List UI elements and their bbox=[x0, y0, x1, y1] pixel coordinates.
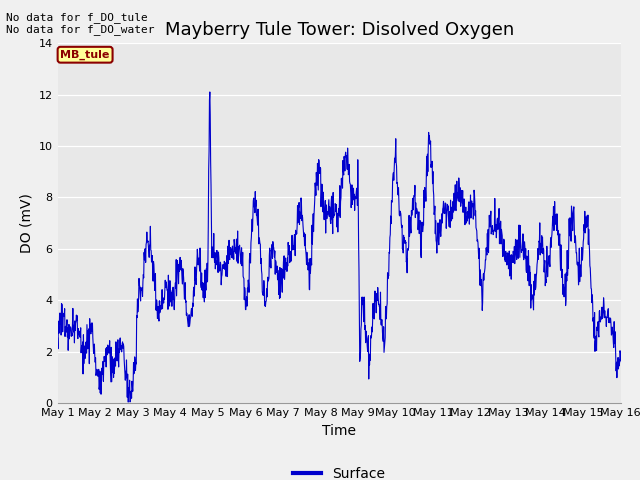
Y-axis label: DO (mV): DO (mV) bbox=[19, 193, 33, 253]
Title: Mayberry Tule Tower: Disolved Oxygen: Mayberry Tule Tower: Disolved Oxygen bbox=[164, 21, 514, 39]
Text: No data for f_DO_tule
No data for f_DO_water: No data for f_DO_tule No data for f_DO_w… bbox=[6, 12, 155, 36]
Text: MB_tule: MB_tule bbox=[60, 49, 110, 60]
Legend: Surface: Surface bbox=[288, 461, 390, 480]
X-axis label: Time: Time bbox=[322, 424, 356, 438]
